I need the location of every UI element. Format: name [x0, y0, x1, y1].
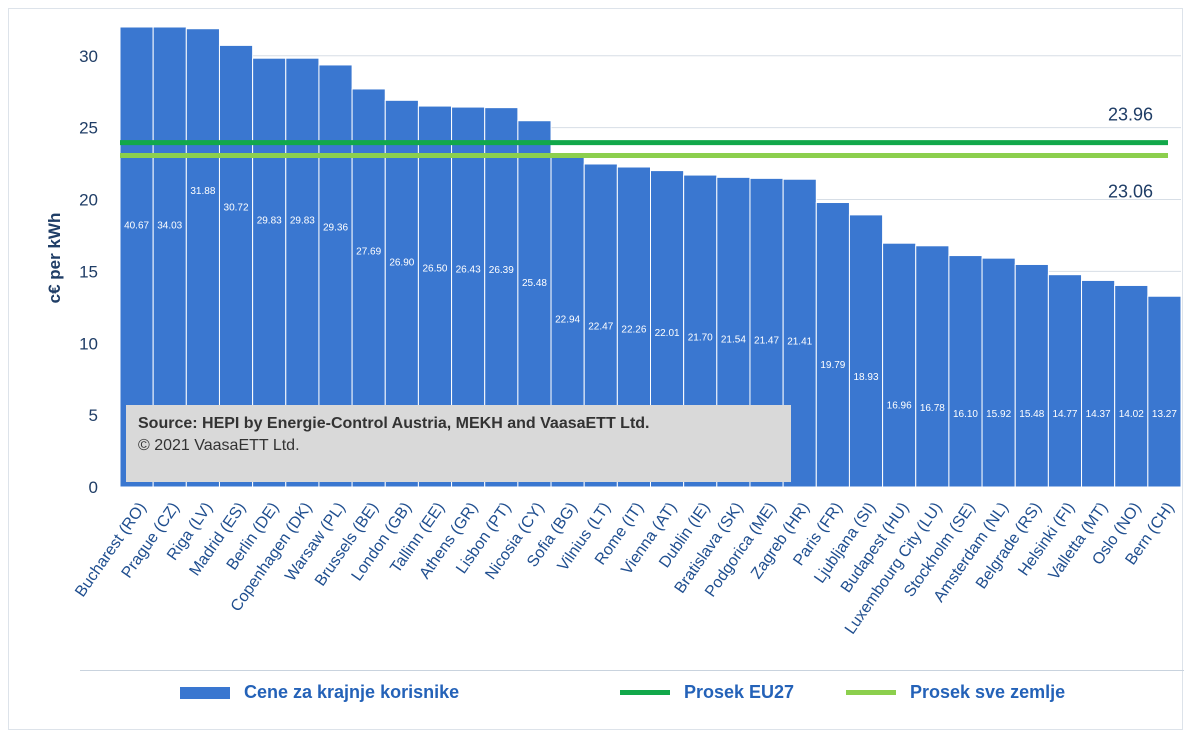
legend-label-all: Prosek sve zemlje — [910, 682, 1066, 702]
all-countries-average-label: 23.06 — [1108, 182, 1153, 202]
bar — [1014, 263, 1049, 488]
bar-value-label: 16.96 — [887, 401, 912, 412]
bar-value-label: 26.90 — [389, 258, 414, 269]
y-tick-label: 20 — [79, 191, 98, 210]
bar-value-label: 30.72 — [224, 203, 249, 214]
bar-value-label: 27.69 — [356, 246, 381, 257]
bar-value-label: 21.70 — [688, 332, 713, 343]
bar-value-label: 16.78 — [920, 403, 945, 414]
bar-value-label: 22.26 — [621, 324, 646, 335]
bar-value-label: 29.36 — [323, 222, 348, 233]
bar-value-label: 19.79 — [820, 360, 845, 371]
y-axis-label: c€ per kWh — [45, 213, 64, 304]
bar-value-label: 22.94 — [555, 315, 580, 326]
y-tick-label: 30 — [79, 47, 98, 66]
bar-value-label: 26.43 — [456, 264, 481, 275]
bar — [1147, 295, 1182, 488]
bar-value-label: 13.27 — [1152, 409, 1177, 420]
bar-value-label: 26.50 — [422, 263, 447, 274]
source-note: Source: HEPI by Energie-Control Austria,… — [126, 405, 791, 482]
eu27-average-label: 23.96 — [1108, 105, 1153, 125]
bar — [948, 255, 983, 488]
average-lines: 23.96 23.06 — [120, 105, 1168, 202]
legend-item-all: Prosek sve zemlje — [846, 682, 1065, 703]
legend-swatch-eu27-line — [620, 690, 670, 695]
bar-value-label: 16.10 — [953, 409, 978, 420]
bar-value-label: 29.83 — [257, 216, 282, 227]
bar — [882, 242, 917, 488]
bar-value-label: 22.47 — [588, 321, 613, 332]
chart-frame — [8, 8, 1183, 730]
bar-value-label: 22.01 — [655, 328, 680, 339]
legend-item-prices: Cene za krajnje korisnike — [180, 682, 459, 703]
bar-value-label: 14.37 — [1086, 409, 1111, 420]
bar-value-label: 34.03 — [157, 220, 182, 231]
bar-value-label: 29.83 — [290, 216, 315, 227]
bar — [1114, 284, 1149, 488]
y-tick-label: 25 — [79, 119, 98, 138]
bar — [1081, 279, 1116, 488]
source-text: Source: HEPI by Energie-Control Austria,… — [138, 415, 650, 432]
bar-value-label: 26.39 — [489, 265, 514, 276]
y-tick-label: 15 — [79, 262, 98, 281]
bar-value-label: 40.67 — [124, 220, 149, 231]
bar-value-label: 25.48 — [522, 278, 547, 289]
bar — [915, 245, 950, 488]
legend-label-prices: Cene za krajnje korisnike — [244, 682, 460, 702]
y-tick-label: 10 — [79, 334, 98, 353]
bar-value-label: 21.41 — [787, 337, 812, 348]
bar-value-label: 18.93 — [854, 372, 879, 383]
y-axis-ticks: 0 5 10 15 20 25 30 — [79, 47, 98, 497]
legend: Cene za krajnje korisnike Prosek EU27 Pr… — [80, 670, 1184, 719]
y-tick-label: 0 — [89, 478, 98, 497]
bar — [848, 214, 884, 488]
y-tick-label: 5 — [89, 406, 98, 425]
legend-swatch-all-line — [846, 690, 896, 695]
legend-item-eu27: Prosek EU27 — [620, 682, 794, 703]
x-axis-ticks: Bucharest (RO)Prague (CZ)Riga (LV)Madrid… — [72, 500, 1178, 638]
copyright-text: © 2021 VaasaETT Ltd. — [138, 437, 300, 454]
bar-value-label: 14.77 — [1052, 409, 1077, 420]
bar-value-label: 15.48 — [1019, 409, 1044, 420]
legend-swatch-bar — [180, 686, 230, 699]
bar-value-label: 31.88 — [190, 186, 215, 197]
bar — [815, 202, 850, 488]
bar — [981, 257, 1016, 488]
bar-value-label: 14.02 — [1119, 409, 1144, 420]
legend-label-eu27: Prosek EU27 — [684, 682, 795, 702]
bar-value-label: 21.54 — [721, 335, 746, 346]
bar — [1047, 274, 1083, 488]
bar-value-label: 15.92 — [986, 409, 1011, 420]
bar-value-label: 21.47 — [754, 336, 779, 347]
